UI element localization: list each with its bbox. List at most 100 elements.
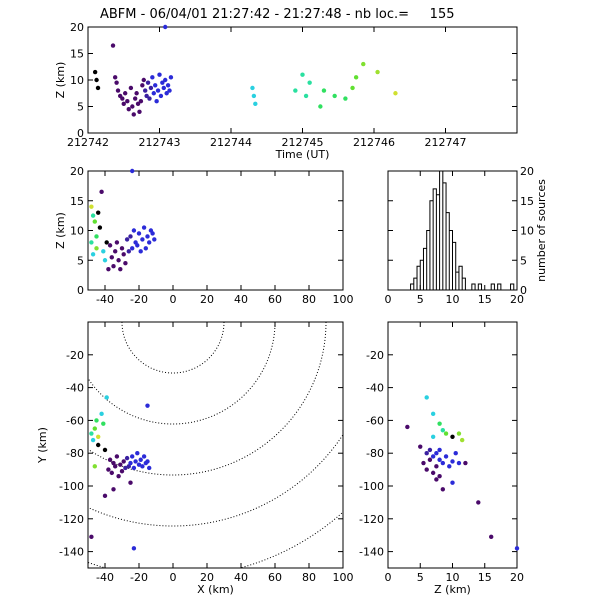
- zy-x-tick-label: 20: [510, 571, 524, 584]
- time-data-point: [167, 88, 172, 93]
- xz-data-point: [140, 237, 145, 242]
- xy-data-point: [89, 534, 94, 540]
- time-data-point: [135, 101, 141, 107]
- time-data-point: [138, 99, 144, 104]
- time-x-tick-label: 212746: [353, 136, 395, 149]
- xy-data-point: [140, 464, 145, 469]
- xy-x-tick-label: 40: [234, 571, 248, 584]
- time-data-point: [253, 101, 258, 107]
- xy-data-point: [128, 460, 133, 466]
- zy-data-point: [430, 454, 436, 459]
- zy-data-point: [456, 431, 462, 436]
- zy-data-point: [421, 460, 426, 466]
- zy-data-point: [440, 460, 446, 466]
- xy-x-tick-label: 0: [170, 571, 177, 584]
- time-data-point: [95, 85, 101, 91]
- xz-data-point: [99, 189, 104, 195]
- zy-y-tick-label: -20: [366, 349, 384, 362]
- xz-data-point: [130, 168, 135, 174]
- zy-data-point: [437, 421, 442, 426]
- time-x-tick-label: 212747: [425, 136, 467, 149]
- zy-data-point: [434, 477, 439, 482]
- xy-x-axis-label: X (km): [197, 583, 234, 596]
- hist-x-tick-label: 10: [446, 293, 460, 306]
- xy-x-tick-label: -40: [96, 571, 114, 584]
- zy-data-point: [463, 460, 468, 466]
- time-data-point: [161, 85, 166, 91]
- time-data-point: [353, 75, 359, 80]
- time-data-point: [158, 93, 164, 99]
- chart-title: ABFM - 06/04/01 21:27:42 - 21:27:48 - nb…: [100, 7, 455, 22]
- time-x-tick-label: 212742: [67, 136, 109, 149]
- time-data-point: [164, 91, 169, 96]
- time-data-point: [121, 101, 126, 107]
- xy-y-tick-label: -20: [66, 349, 84, 362]
- xz-data-point: [116, 258, 121, 263]
- xy-panel: -40 -20 0 20 40 60 80 100 -140 -120 -100 -80 -60 -40 -…: [36, 321, 354, 596]
- time-data-point: [163, 77, 168, 83]
- time-y-axis-label: Z (km): [54, 62, 67, 99]
- xy-data-point: [101, 421, 106, 426]
- zy-data-point: [430, 434, 436, 439]
- xy-data-point: [92, 426, 98, 431]
- zy-data-point: [424, 467, 429, 472]
- xy-data-point: [138, 457, 143, 462]
- time-plot-frame: [87, 26, 518, 134]
- time-data-point: [144, 93, 149, 99]
- zy-data-point: [489, 534, 494, 540]
- xy-data-point: [99, 411, 104, 417]
- xy-data-point: [128, 480, 133, 485]
- histogram-outline: [388, 170, 517, 291]
- range-ring: [88, 322, 276, 425]
- xy-data-point: [113, 464, 118, 469]
- time-data-point: [375, 69, 380, 75]
- xz-y-tick-label: 5: [77, 254, 84, 267]
- time-data-point: [141, 77, 146, 83]
- xz-data-point: [90, 213, 96, 218]
- xy-data-point: [147, 465, 152, 471]
- zy-data-point: [430, 411, 436, 417]
- zy-x-tick-label: 15: [478, 571, 492, 584]
- zy-y-tick-label: -140: [359, 546, 384, 559]
- zy-y-tick-label: -60: [366, 414, 384, 427]
- xy-data-point: [96, 442, 101, 448]
- zy-data-point: [443, 454, 449, 459]
- xy-x-tick-label: 20: [200, 571, 214, 584]
- zy-panel: 0 5 10 15 20 -140 -120 -100 -80 -60 -40 -20 Z (km): [359, 321, 524, 596]
- xy-data-point: [123, 465, 128, 471]
- xz-x-tick-label: 80: [302, 293, 316, 306]
- zy-data-point: [434, 464, 439, 469]
- zy-data-point: [437, 447, 442, 453]
- time-data-point: [148, 85, 154, 91]
- xz-data-point: [89, 204, 94, 209]
- xz-data-point: [135, 243, 140, 248]
- zy-data-point: [437, 457, 442, 462]
- xz-y-tick-label: 15: [70, 195, 84, 208]
- time-data-point: [125, 99, 130, 104]
- xz-plot-frame: [87, 170, 344, 291]
- xz-data-point: [150, 231, 155, 236]
- xz-x-tick-label: 0: [170, 293, 177, 306]
- zy-data-point: [440, 428, 446, 433]
- time-data-point: [110, 43, 116, 48]
- xy-data-point: [124, 455, 130, 461]
- xz-data-point: [136, 231, 142, 236]
- xy-data-point: [121, 459, 126, 464]
- xy-plot-frame: [87, 321, 344, 569]
- xy-data-point: [141, 454, 147, 459]
- hist-y-tick-label: 10: [520, 225, 534, 238]
- time-y-tick-label: 0: [77, 127, 84, 140]
- xy-data-point: [126, 464, 131, 469]
- zy-data-point: [434, 451, 439, 456]
- zy-data-point: [440, 487, 446, 492]
- time-x-tick-label: 212745: [282, 136, 324, 149]
- xz-data-point: [96, 210, 101, 215]
- xy-data-point: [136, 462, 142, 467]
- hist-y-tick-label: 20: [520, 165, 534, 178]
- zy-x-tick-label: 0: [385, 571, 392, 584]
- time-y-tick-label: 15: [70, 48, 84, 61]
- xz-data-point: [118, 266, 123, 272]
- xy-y-tick-label: -100: [59, 480, 84, 493]
- xy-y-tick-label: -60: [66, 414, 84, 427]
